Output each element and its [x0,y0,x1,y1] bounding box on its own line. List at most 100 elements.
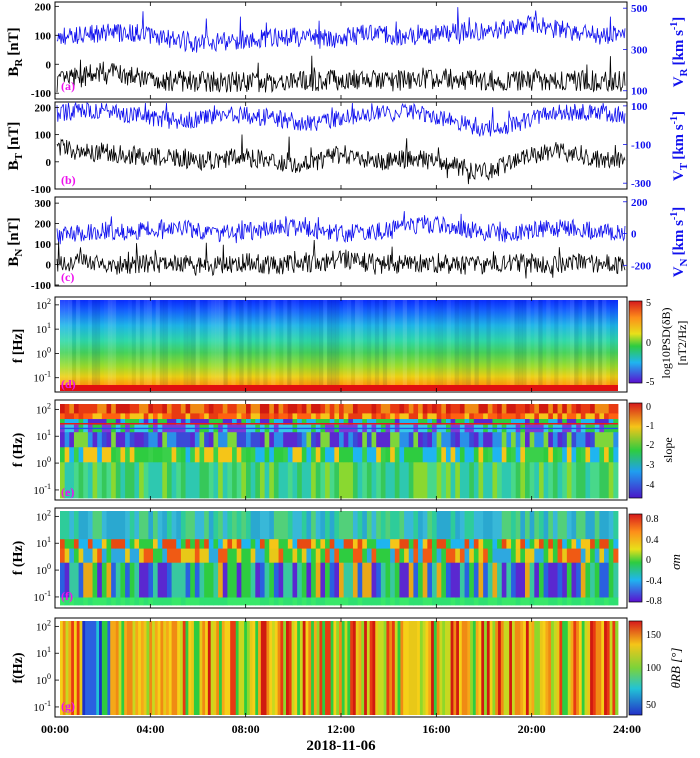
cell-e [362,413,368,420]
cell-e [78,404,84,414]
cell-f [166,597,172,606]
cell-e [445,413,451,420]
stripe-d [159,300,164,385]
stripe-d [466,300,471,385]
y-tick-label-left: 200 [35,102,52,114]
stripe-g [573,621,577,715]
cell-e [366,419,372,426]
cell-e [176,447,182,463]
cell-f [566,597,572,606]
cell-f [487,511,493,540]
cell-e [111,447,117,463]
stripe-g [325,621,329,715]
cell-f [515,511,521,540]
cell-e [464,462,470,499]
cell-e [455,404,461,414]
stripe-d [227,300,231,385]
stripe-d [614,300,619,385]
cell-f [352,511,358,540]
stripe-g [235,621,239,715]
y-tick-label-left: -100 [31,88,52,100]
cell-e [497,432,503,448]
cell-f [115,562,121,598]
cell-e [273,404,279,414]
cell-e [487,413,493,420]
cell-f [445,511,451,540]
stripe-g [230,621,234,715]
cell-e [278,432,284,448]
cell-e [320,404,326,414]
cell-f [143,511,149,540]
cell-f [120,597,126,606]
stripe-g [179,621,184,715]
cell-f [538,562,544,598]
cell-f [273,548,279,564]
cell-f [343,562,349,598]
cell-e [227,432,233,448]
cell-e [352,432,358,448]
stripe-g [185,621,189,715]
cell-f [259,597,265,606]
cell-f [162,597,168,606]
cell-f [101,539,107,549]
cell-f [520,562,526,598]
cell-e [236,447,242,463]
cell-f [176,597,182,606]
cell-f [213,511,219,540]
cell-e [487,419,493,426]
cell-f [199,562,205,598]
cell-e [376,419,382,426]
cell-f [194,539,200,549]
stripe-d [107,300,113,385]
cell-e [413,447,419,463]
cell-f [143,539,149,549]
cell-e [473,413,479,420]
stripe-g [207,621,212,715]
cell-f [511,511,517,540]
stripe-d [578,300,582,385]
cell-f [441,562,447,598]
cell-f [394,562,400,598]
cell-f [269,511,275,540]
cell-e [143,419,149,426]
cell-f [129,511,135,540]
cell-e [315,419,321,426]
cell-e [222,419,228,426]
cell-e [334,419,340,426]
cell-f [204,597,210,606]
cell-e [255,432,261,448]
stripe-g [135,621,139,715]
cell-f [190,548,196,564]
cell-e [515,432,521,448]
cell-f [213,548,219,564]
cell-e [594,404,600,414]
cell-e [501,404,507,414]
cell-e [185,447,191,463]
stripe-d [422,300,427,385]
cell-f [455,597,461,606]
cell-e [422,419,428,426]
cell-e [143,462,149,499]
cell-e [436,419,442,426]
stripe-d [331,300,336,385]
cell-f [311,548,317,564]
colorbar-d-title: log10PSD(δB) [659,307,673,378]
cell-e [227,413,233,420]
cell-f [125,539,131,549]
cell-e [525,413,531,420]
cell-e [334,447,340,463]
stripe-g [224,621,228,715]
stripe-d [203,300,208,385]
cell-f [311,511,317,540]
stripe-g [255,621,259,715]
cell-f [520,597,526,606]
stripe-d [490,300,494,385]
cell-e [185,432,191,448]
stripe-g [442,621,446,715]
stripe-g [115,621,119,715]
stripe-d [103,300,109,385]
cell-e [306,432,312,448]
stripes-d [60,300,619,385]
stripe-g [475,621,479,715]
